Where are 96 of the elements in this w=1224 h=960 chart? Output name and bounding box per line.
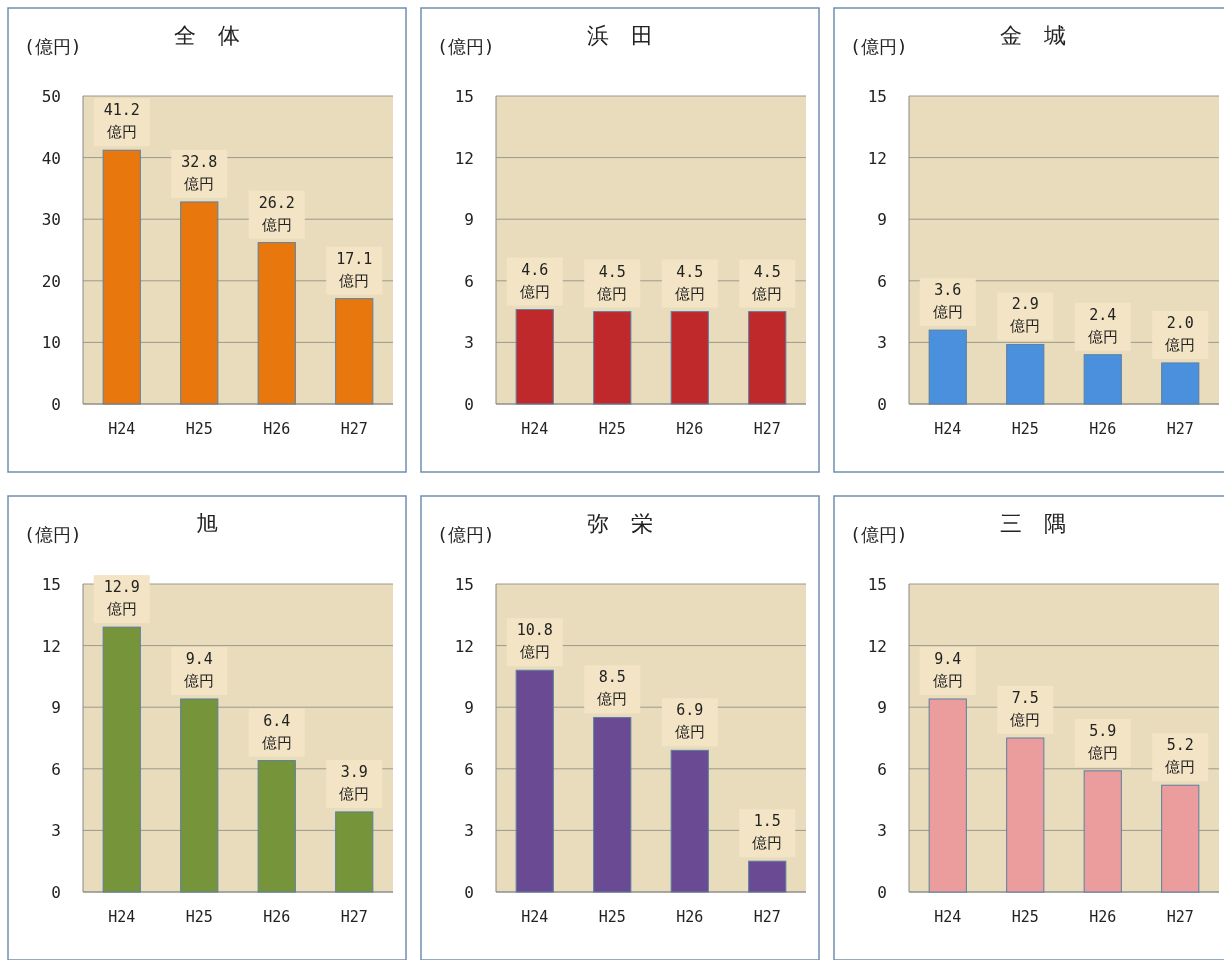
data-label: 6.9 億円: [674, 701, 705, 742]
data-label: 7.5 億円: [1010, 689, 1041, 729]
x-tick-label: H26: [263, 908, 291, 926]
y-tick-label: 3: [877, 333, 887, 353]
data-label: 12.9 億円: [103, 578, 140, 619]
y-tick-label: 9: [877, 210, 887, 230]
y-tick-label: 15: [454, 575, 474, 594]
chart-title: 金 城: [1000, 23, 1066, 48]
y-tick-label: 9: [464, 698, 474, 718]
x-tick-label: H25: [598, 420, 626, 438]
y-tick-label: 15: [41, 575, 61, 594]
y-tick-label: 3: [877, 821, 887, 841]
x-tick-label: H25: [185, 908, 213, 926]
chart-title: 弥 栄: [587, 511, 653, 536]
y-tick-label: 3: [464, 333, 474, 353]
y-tick-label: 20: [41, 271, 61, 291]
y-tick-label: 15: [867, 87, 887, 106]
y-tick-label: 6: [51, 759, 61, 779]
y-tick-label: 10: [41, 333, 61, 353]
x-tick-label: H26: [263, 420, 291, 438]
y-axis-title: (億円): [24, 36, 82, 57]
data-label: 41.2 億円: [103, 101, 140, 142]
y-tick-label: 3: [51, 821, 61, 841]
y-tick-label: 12: [454, 148, 474, 168]
data-label: 4.5 億円: [674, 262, 705, 303]
x-tick-label: H24: [108, 908, 136, 926]
x-tick-label: H24: [521, 908, 549, 926]
data-label: 2.0 億円: [1165, 313, 1196, 354]
x-tick-label: H27: [340, 420, 368, 438]
y-tick-label: 12: [41, 636, 61, 656]
y-tick-label: 12: [867, 636, 887, 656]
y-tick-label: 50: [41, 87, 61, 106]
y-tick-label: 3: [464, 821, 474, 841]
data-label: 4.5 億円: [597, 262, 628, 303]
y-axis-title: (億円): [850, 36, 908, 57]
x-tick-label: H27: [1166, 908, 1194, 926]
x-tick-label: H26: [676, 908, 704, 926]
y-tick-label: 0: [877, 395, 887, 414]
x-tick-label: H26: [1089, 908, 1117, 926]
y-tick-label: 40: [41, 148, 61, 168]
y-tick-label: 0: [51, 395, 61, 414]
data-label: 4.6 億円: [519, 260, 550, 301]
chart-title: 全 体: [174, 23, 240, 48]
x-tick-label: H25: [1011, 420, 1039, 438]
y-tick-label: 9: [51, 698, 61, 718]
y-tick-label: 15: [454, 87, 474, 106]
data-label: 4.5 億円: [752, 262, 783, 303]
x-tick-label: H27: [753, 420, 781, 438]
x-tick-label: H27: [753, 908, 781, 926]
y-axis-title: (億円): [437, 524, 495, 545]
y-tick-label: 0: [51, 883, 61, 902]
data-label: 32.8 億円: [181, 152, 218, 193]
data-label: 9.4 億円: [184, 649, 215, 690]
y-tick-label: 9: [877, 698, 887, 718]
chart-title: 旭: [196, 511, 218, 536]
y-tick-label: 30: [41, 210, 61, 230]
data-label: 2.9 億円: [1010, 295, 1041, 336]
y-axis-title: (億円): [850, 524, 908, 545]
x-tick-label: H27: [340, 908, 368, 926]
x-tick-label: H27: [1166, 420, 1194, 438]
data-label: 26.2 億円: [258, 193, 295, 234]
x-tick-label: H24: [521, 420, 549, 438]
chart-title: 浜 田: [587, 23, 653, 48]
y-tick-label: 6: [464, 759, 474, 779]
x-tick-label: H24: [934, 420, 962, 438]
x-tick-label: H26: [676, 420, 704, 438]
data-label: 2.4 億円: [1087, 305, 1118, 346]
data-label: 1.5 億円: [752, 812, 783, 853]
data-label: 9.4 億円: [932, 649, 963, 690]
data-label: 3.6 億円: [932, 281, 963, 322]
data-label: 6.4 億円: [261, 711, 292, 752]
y-tick-label: 6: [464, 271, 474, 291]
y-axis-title: (億円): [24, 524, 82, 545]
data-label: 10.8 億円: [516, 621, 553, 662]
data-label: 8.5 億円: [597, 668, 628, 709]
y-tick-label: 0: [464, 883, 474, 902]
x-tick-label: H25: [185, 420, 213, 438]
y-tick-label: 0: [877, 883, 887, 902]
x-tick-label: H25: [598, 908, 626, 926]
data-label: 5.2 億円: [1165, 736, 1196, 777]
x-tick-label: H24: [934, 908, 962, 926]
data-label: 17.1 億円: [336, 249, 373, 290]
y-axis-title: (億円): [437, 36, 495, 57]
chart-title: 三 隅: [1000, 511, 1066, 536]
x-tick-label: H26: [1089, 420, 1117, 438]
data-label: 5.9 億円: [1087, 721, 1118, 762]
y-tick-label: 9: [464, 210, 474, 230]
x-tick-label: H25: [1011, 908, 1039, 926]
y-tick-label: 12: [867, 148, 887, 168]
y-tick-label: 6: [877, 759, 887, 779]
data-label: 3.9 億円: [339, 762, 370, 803]
x-tick-label: H24: [108, 420, 136, 438]
y-tick-label: 0: [464, 395, 474, 414]
y-tick-label: 6: [877, 271, 887, 291]
y-tick-label: 15: [867, 575, 887, 594]
y-tick-label: 12: [454, 636, 474, 656]
